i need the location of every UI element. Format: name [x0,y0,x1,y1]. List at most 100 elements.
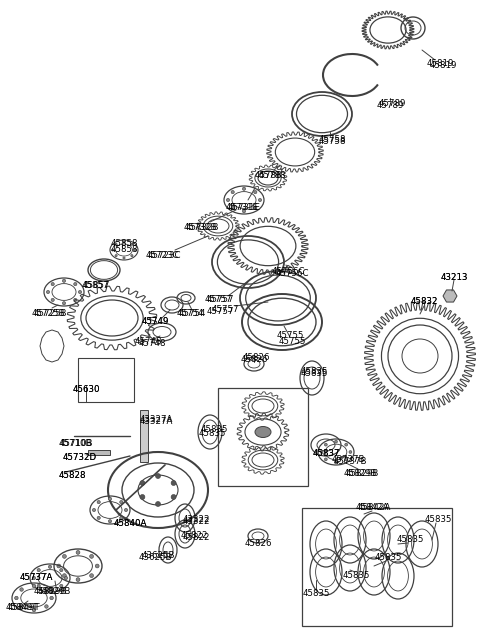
Ellipse shape [445,291,455,301]
Circle shape [74,299,77,302]
Text: 45835: 45835 [396,535,424,544]
Text: 45819: 45819 [429,60,456,69]
Ellipse shape [255,426,271,437]
Text: 45737B: 45737B [331,456,365,465]
Text: 45858: 45858 [110,239,138,248]
Text: 45835: 45835 [374,553,402,562]
Circle shape [76,578,80,582]
Text: 45710B: 45710B [58,440,92,449]
Circle shape [37,584,40,587]
Text: 45732D: 45732D [63,453,97,462]
Text: 43327A: 43327A [139,415,173,424]
Text: 45755: 45755 [276,331,304,340]
Text: 45758: 45758 [318,137,346,146]
Circle shape [45,588,48,591]
Text: 45849T: 45849T [8,603,40,612]
Text: 45756C: 45756C [275,270,309,279]
Text: 45835: 45835 [300,367,328,376]
Circle shape [345,458,348,461]
Text: 45826: 45826 [240,356,268,365]
Text: 45788: 45788 [254,171,282,180]
Circle shape [123,257,125,259]
Text: 45731E: 45731E [226,202,259,211]
Text: 43322: 43322 [182,517,210,526]
Text: 45737A: 45737A [19,573,53,582]
Text: 45723C: 45723C [145,250,179,259]
Circle shape [320,451,323,453]
Text: 43327A: 43327A [139,417,173,426]
Text: 45732B: 45732B [185,223,219,232]
Circle shape [171,494,176,499]
Bar [302,508,452,626]
Text: 45832: 45832 [410,297,438,306]
Text: 45829B: 45829B [345,469,379,478]
Text: 45732D: 45732D [63,453,97,462]
Text: 45710B: 45710B [59,440,93,449]
Text: 45835: 45835 [302,589,330,598]
Text: 45842A: 45842A [357,503,391,512]
Circle shape [48,565,52,568]
Circle shape [51,299,54,302]
Circle shape [47,290,49,293]
Circle shape [349,451,352,453]
Text: 45749: 45749 [141,318,168,327]
Text: 45630: 45630 [72,385,100,394]
Text: 45826: 45826 [244,539,272,548]
Circle shape [115,254,117,257]
Circle shape [324,443,327,446]
Circle shape [50,596,53,600]
Circle shape [32,608,36,612]
Circle shape [78,290,82,293]
Text: 45754: 45754 [178,309,206,318]
Circle shape [64,577,68,580]
Text: 45757: 45757 [206,295,234,304]
Text: 45835: 45835 [198,429,226,438]
Text: 43213: 43213 [440,272,468,281]
Circle shape [51,282,54,286]
Text: 45840A: 45840A [113,519,147,528]
Circle shape [242,187,246,191]
Text: 45749: 45749 [141,318,168,327]
Circle shape [242,209,246,213]
Text: 45758: 45758 [318,135,346,144]
Bar [140,410,148,462]
Circle shape [48,587,52,591]
Text: 45822: 45822 [182,534,210,542]
Text: 43625B: 43625B [138,553,172,562]
Circle shape [324,458,327,461]
Circle shape [131,243,133,245]
Circle shape [20,588,24,591]
Text: 45755: 45755 [278,338,306,347]
Text: 45725B: 45725B [33,309,67,318]
Text: 45858: 45858 [110,245,138,254]
Circle shape [335,461,337,464]
Text: 45748: 45748 [134,338,162,347]
Circle shape [140,494,145,499]
Text: 45829B: 45829B [33,587,67,596]
Text: 45757: 45757 [211,306,239,315]
Circle shape [124,508,128,512]
Text: 45723C: 45723C [147,252,181,261]
Text: 45732B: 45732B [183,223,217,232]
Circle shape [32,584,36,588]
Text: 45756C: 45756C [271,268,305,277]
Bar [88,450,110,455]
Circle shape [254,191,257,194]
Circle shape [97,501,100,504]
Circle shape [231,206,234,209]
Circle shape [97,516,100,519]
Polygon shape [443,290,457,302]
Circle shape [171,480,176,485]
Circle shape [45,605,48,608]
Circle shape [57,564,60,568]
Circle shape [227,198,229,202]
Circle shape [20,605,24,608]
Text: 45757: 45757 [204,295,232,304]
Circle shape [74,282,77,286]
Text: 45737B: 45737B [333,456,367,465]
Text: 45630: 45630 [72,385,100,394]
Circle shape [156,474,160,478]
Circle shape [62,279,66,282]
Text: 43625B: 43625B [141,551,175,560]
Text: 45835: 45835 [300,370,328,379]
